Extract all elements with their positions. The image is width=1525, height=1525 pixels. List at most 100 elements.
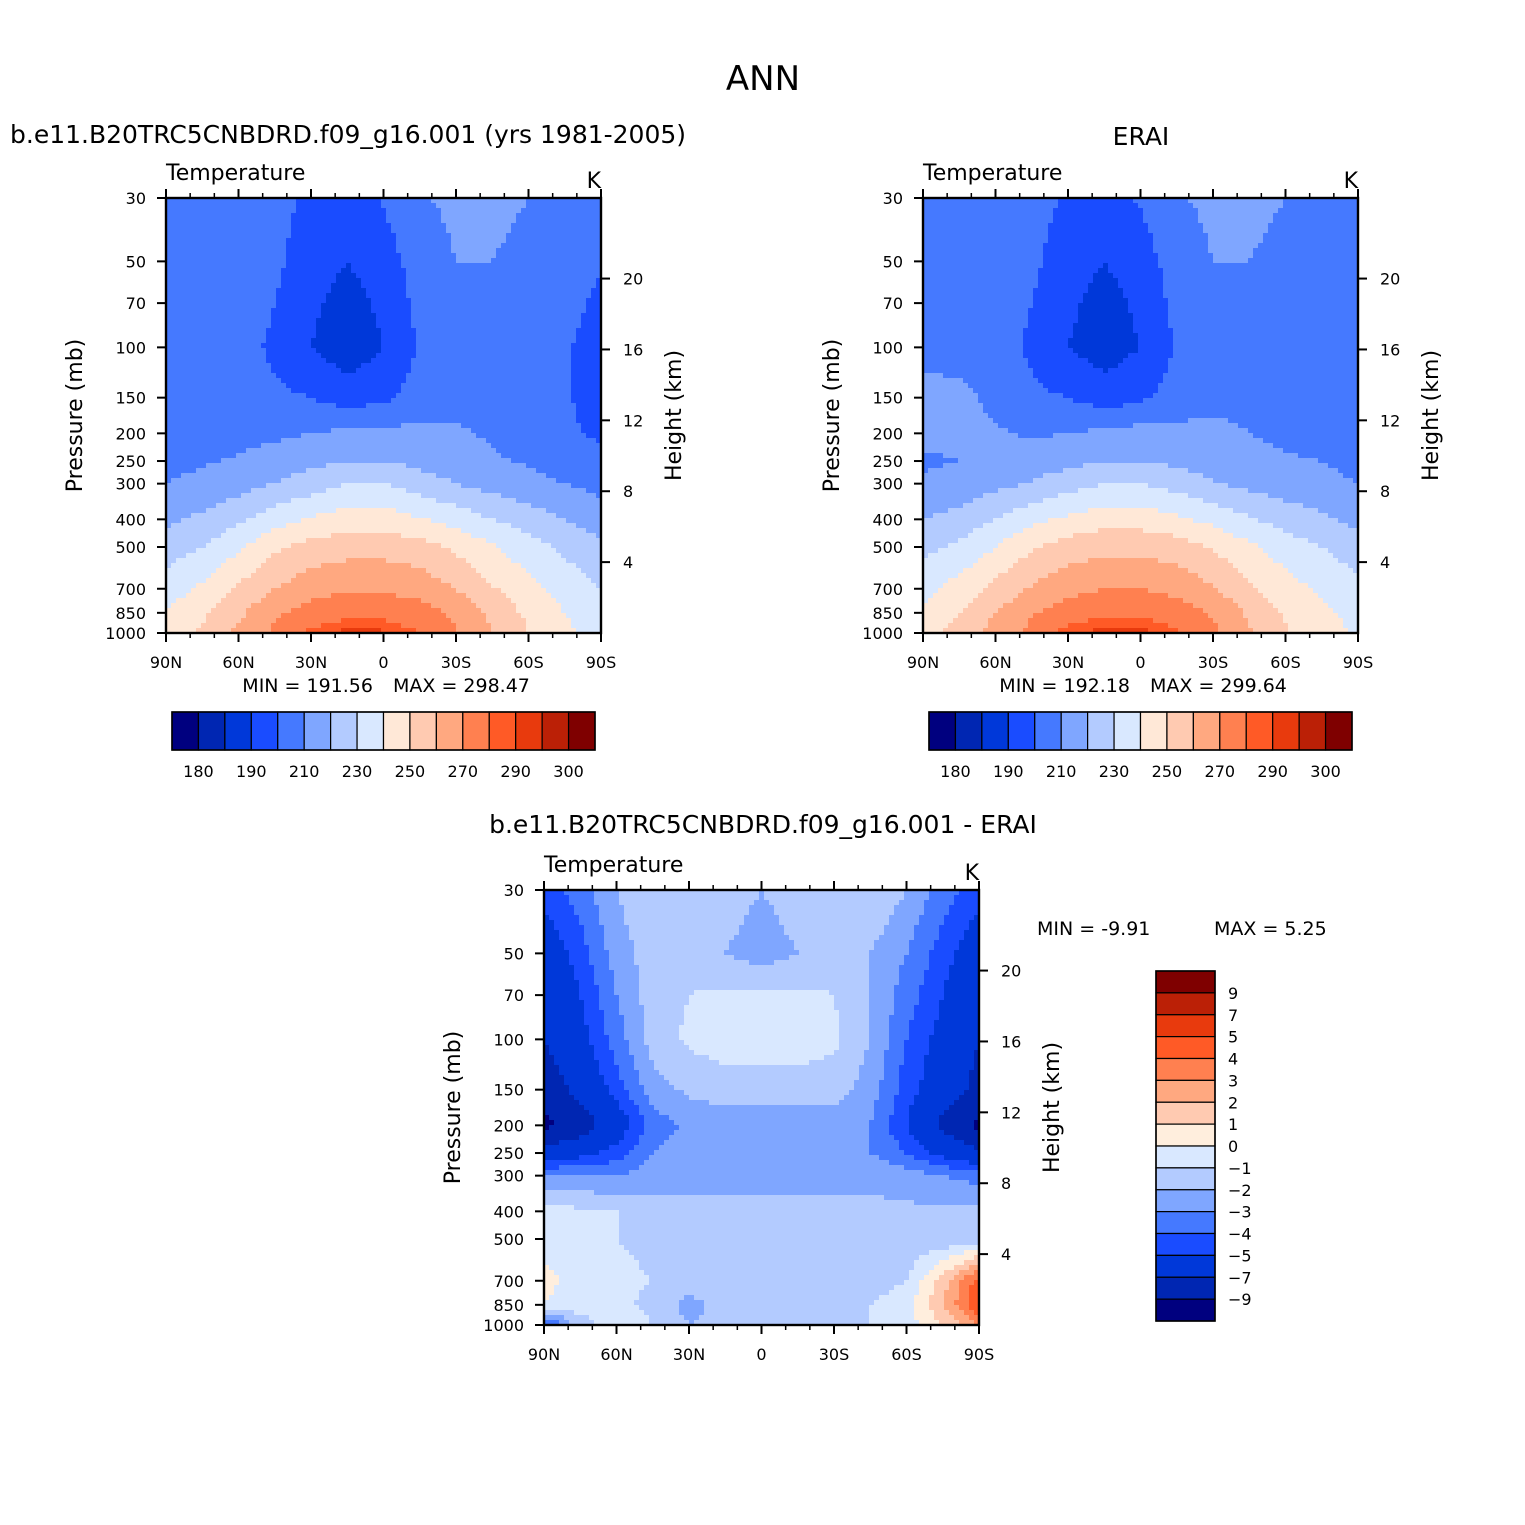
contour-cell xyxy=(536,408,542,414)
contour-cell xyxy=(166,243,172,249)
contour-cell xyxy=(586,418,592,424)
contour-cell xyxy=(276,233,282,239)
contour-cell xyxy=(396,363,402,369)
contour-cell xyxy=(201,303,207,309)
contour-cell xyxy=(396,253,402,259)
contour-cell xyxy=(421,308,427,314)
contour-cell xyxy=(296,273,302,279)
contour-cell xyxy=(311,373,317,379)
contour-cell xyxy=(341,303,347,309)
contour-cell xyxy=(181,433,187,439)
contour-cell xyxy=(181,298,187,304)
contour-cell xyxy=(341,298,347,304)
contour-cell xyxy=(386,313,392,319)
contour-cell xyxy=(496,468,502,474)
contour-cell xyxy=(516,253,522,259)
contour-cell xyxy=(166,278,172,284)
contour-cell xyxy=(341,443,347,449)
contour-cell xyxy=(431,243,437,249)
contour-cell xyxy=(251,413,257,419)
contour-cell xyxy=(186,343,192,349)
contour-cell xyxy=(461,463,467,469)
contour-cell xyxy=(546,443,552,449)
contour-cell xyxy=(331,368,337,374)
contour-cell xyxy=(376,233,382,239)
contour-cell xyxy=(506,238,512,244)
contour-cell xyxy=(171,383,177,389)
contour-cell xyxy=(436,208,442,214)
contour-cell xyxy=(226,198,232,204)
contour-cell xyxy=(386,348,392,354)
contour-cell xyxy=(466,453,472,459)
contour-cell xyxy=(551,293,557,299)
contour-cell xyxy=(211,378,217,384)
contour-cell xyxy=(376,248,382,254)
contour-cell xyxy=(441,393,447,399)
contour-cell xyxy=(211,278,217,284)
contour-cell xyxy=(501,403,507,409)
contour-cell xyxy=(556,233,562,239)
contour-cell xyxy=(536,298,542,304)
contour-cell xyxy=(556,398,562,404)
contour-cell xyxy=(471,258,477,264)
contour-cell xyxy=(336,378,342,384)
contour-cell xyxy=(181,353,187,359)
contour-cell xyxy=(166,418,172,424)
contour-cell xyxy=(266,298,272,304)
contour-cell xyxy=(186,438,192,444)
contour-cell xyxy=(411,288,417,294)
contour-cell xyxy=(321,198,327,204)
contour-cell xyxy=(261,248,267,254)
contour-cell xyxy=(196,253,202,259)
contour-cell xyxy=(266,463,272,469)
contour-cell xyxy=(366,368,372,374)
contour-cell xyxy=(571,263,577,269)
contour-cell xyxy=(566,253,572,259)
contour-cell xyxy=(436,218,442,224)
contour-cell xyxy=(451,388,457,394)
contour-cell xyxy=(486,368,492,374)
contour-cell xyxy=(406,293,412,299)
contour-cell xyxy=(501,298,507,304)
contour-cell xyxy=(401,343,407,349)
contour-cell xyxy=(411,448,417,454)
contour-cell xyxy=(381,443,387,449)
contour-cell xyxy=(526,273,532,279)
contour-cell xyxy=(561,208,567,214)
contour-cell xyxy=(256,438,262,444)
contour-cell xyxy=(486,348,492,354)
contour-cell xyxy=(271,378,277,384)
contour-cell xyxy=(206,463,212,469)
contour-cell xyxy=(321,433,327,439)
contour-cell xyxy=(366,288,372,294)
contour-cell xyxy=(276,403,282,409)
contour-cell xyxy=(316,273,322,279)
contour-cell xyxy=(261,348,267,354)
contour-cell xyxy=(171,448,177,454)
contour-cell xyxy=(496,453,502,459)
contour-cell xyxy=(331,343,337,349)
contour-cell xyxy=(526,443,532,449)
contour-cell xyxy=(271,483,277,489)
contour-cell xyxy=(446,448,452,454)
contour-cell xyxy=(311,413,317,419)
contour-cell xyxy=(166,398,172,404)
contour-cell xyxy=(576,428,582,434)
contour-cell xyxy=(391,363,397,369)
contour-cell xyxy=(371,378,377,384)
contour-cell xyxy=(511,263,517,269)
contour-cell xyxy=(486,383,492,389)
contour-cell xyxy=(546,438,552,444)
contour-cell xyxy=(321,263,327,269)
contour-cell xyxy=(386,273,392,279)
contour-cell xyxy=(571,393,577,399)
contour-cell xyxy=(346,473,352,479)
contour-cell xyxy=(531,348,537,354)
contour-cell xyxy=(231,318,237,324)
contour-cell xyxy=(521,428,527,434)
contour-cell xyxy=(311,338,317,344)
contour-cell xyxy=(316,253,322,259)
contour-cell xyxy=(566,283,572,289)
contour-cell xyxy=(276,263,282,269)
contour-cell xyxy=(336,223,342,229)
